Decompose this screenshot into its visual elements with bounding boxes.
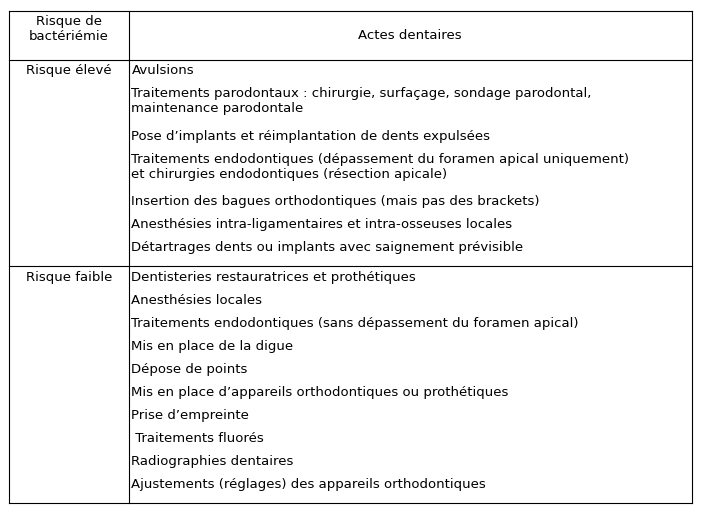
Text: Risque faible: Risque faible [26,271,112,284]
Text: Dentisteries restauratrices et prothétiques: Dentisteries restauratrices et prothétiq… [131,271,416,284]
Text: Anesthésies locales: Anesthésies locales [131,294,262,307]
Text: Mis en place de la digue: Mis en place de la digue [131,340,294,353]
Text: Traitements endodontiques (dépassement du foramen apical uniquement)
et chirurgi: Traitements endodontiques (dépassement d… [131,153,629,181]
Text: Dépose de points: Dépose de points [131,363,247,376]
Text: Traitements endodontiques (sans dépassement du foramen apical): Traitements endodontiques (sans dépassem… [131,317,579,330]
Text: Radiographies dentaires: Radiographies dentaires [131,455,294,468]
Text: Mis en place d’appareils orthodontiques ou prothétiques: Mis en place d’appareils orthodontiques … [131,386,509,399]
Text: Avulsions: Avulsions [131,64,194,77]
Text: Insertion des bagues orthodontiques (mais pas des brackets): Insertion des bagues orthodontiques (mai… [131,195,540,208]
Text: Actes dentaires: Actes dentaires [358,29,462,42]
Text: Pose d’implants et réimplantation de dents expulsées: Pose d’implants et réimplantation de den… [131,130,491,143]
Text: Détartrages dents ou implants avec saignement prévisible: Détartrages dents ou implants avec saign… [131,241,524,254]
Text: Anesthésies intra-ligamentaires et intra-osseuses locales: Anesthésies intra-ligamentaires et intra… [131,218,512,231]
Text: Traitements parodontaux : chirurgie, surfaçage, sondage parodontal,
maintenance : Traitements parodontaux : chirurgie, sur… [131,87,592,115]
Text: Traitements fluorés: Traitements fluorés [131,432,264,445]
Text: Prise d’empreinte: Prise d’empreinte [131,409,250,422]
Text: Risque élevé: Risque élevé [26,64,111,77]
Text: Risque de
bactériémie: Risque de bactériémie [29,15,109,43]
Text: Ajustements (réglages) des appareils orthodontiques: Ajustements (réglages) des appareils ort… [131,478,486,491]
